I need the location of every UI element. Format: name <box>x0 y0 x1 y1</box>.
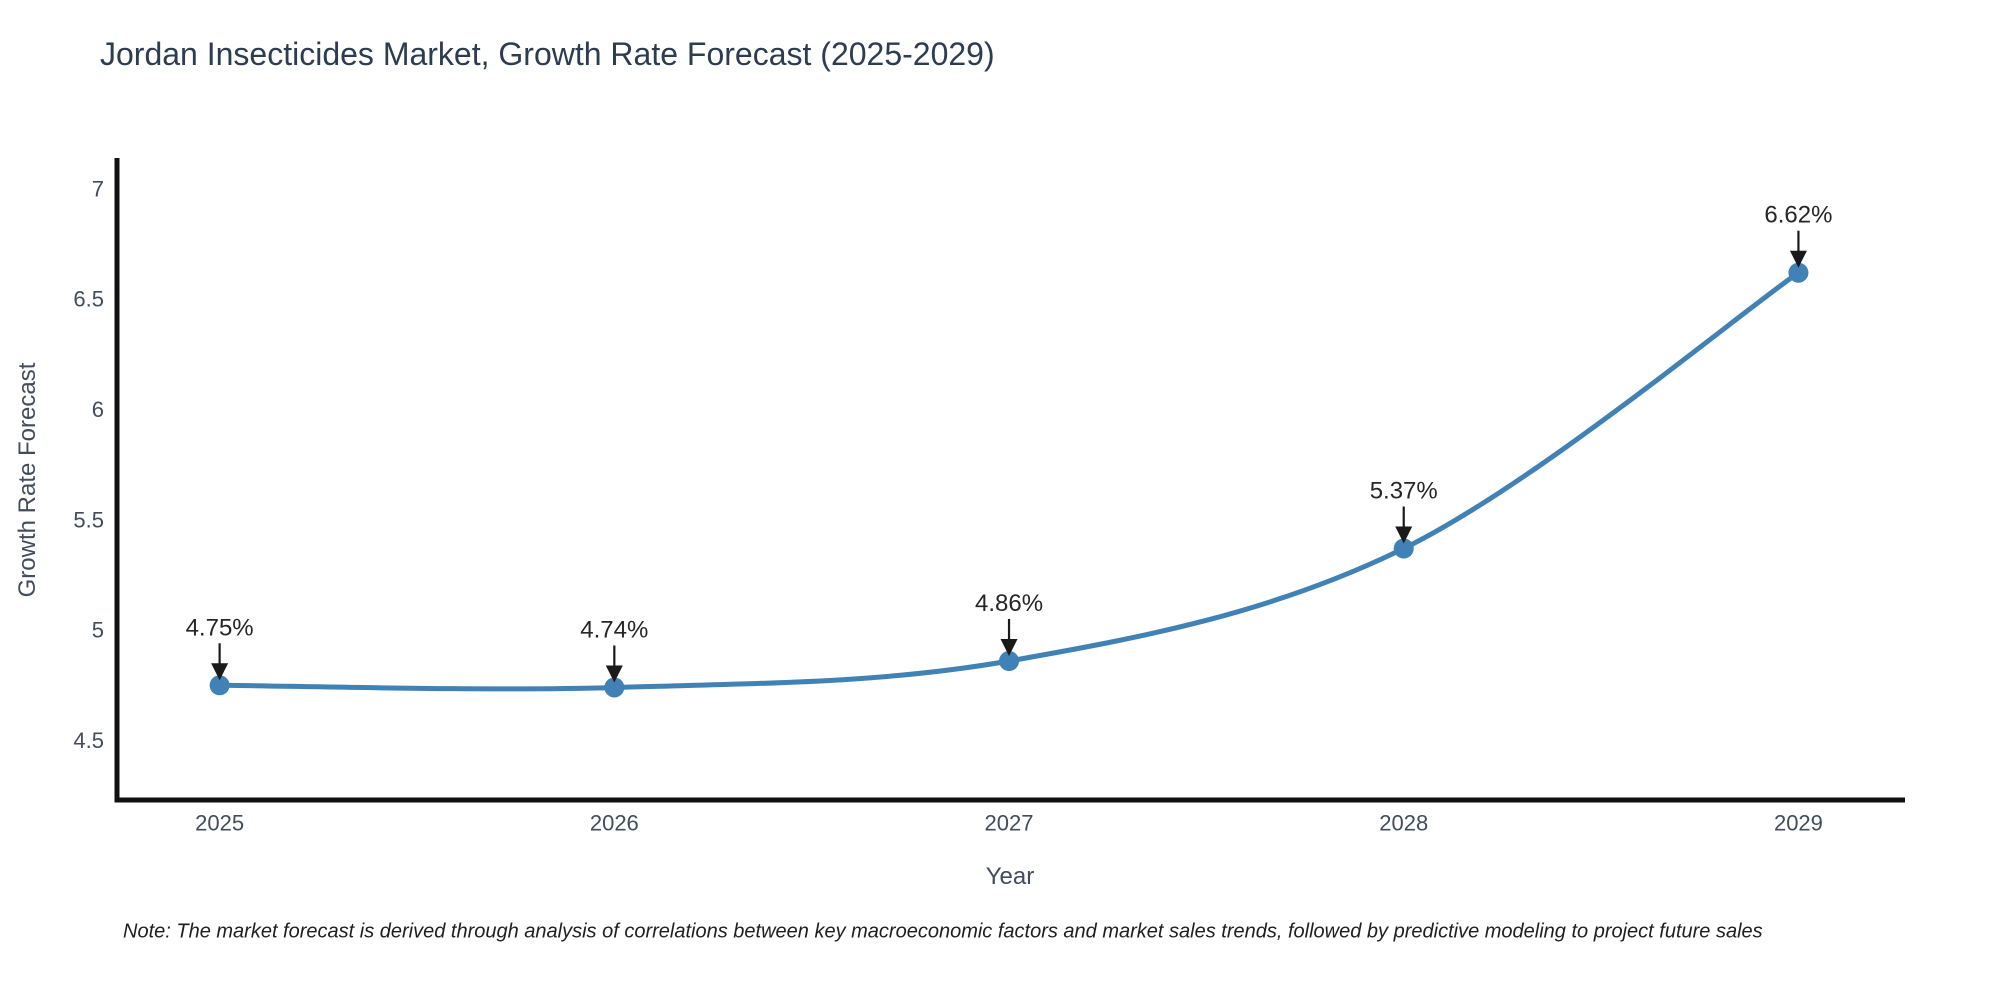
axis-lines <box>114 158 1905 803</box>
annotation-label: 4.75% <box>186 614 254 641</box>
data-point-marker <box>209 675 230 696</box>
data-point-marker <box>999 651 1020 672</box>
y-tick-label: 6 <box>92 397 104 422</box>
x-tick-label: 2027 <box>985 811 1034 836</box>
chart-title: Jordan Insecticides Market, Growth Rate … <box>100 36 995 72</box>
annotation-label: 6.62% <box>1764 202 1832 229</box>
y-tick-label: 7 <box>92 176 104 201</box>
x-tick-label: 2025 <box>195 811 244 836</box>
x-axis-title: Year <box>985 863 1035 890</box>
trend-line <box>217 270 1801 692</box>
x-tick-label: 2028 <box>1379 811 1428 836</box>
annotation-label: 5.37% <box>1370 477 1438 504</box>
x-tick-label: 2026 <box>590 811 639 836</box>
annotation-arrowhead <box>211 663 229 681</box>
y-tick-label: 4.5 <box>73 728 104 753</box>
y-tick-label: 5 <box>92 618 104 643</box>
x-tick-label: 2029 <box>1774 811 1823 836</box>
annotation-arrowhead <box>605 665 623 683</box>
annotation-arrowhead <box>1789 250 1807 268</box>
footnote: Note: The market forecast is derived thr… <box>123 920 1763 943</box>
annotation-arrowhead <box>1000 639 1018 657</box>
annotation-arrowhead <box>1395 526 1413 544</box>
y-tick-label: 6.5 <box>73 287 104 312</box>
data-point-marker <box>1788 262 1809 283</box>
y-tick-label: 5.5 <box>73 507 104 532</box>
annotation-label: 4.86% <box>975 590 1043 617</box>
data-point-marker <box>604 677 625 698</box>
data-point-marker <box>1393 538 1414 559</box>
y-axis-title: Growth Rate Forecast <box>14 362 41 598</box>
annotation-label: 4.74% <box>580 616 648 643</box>
